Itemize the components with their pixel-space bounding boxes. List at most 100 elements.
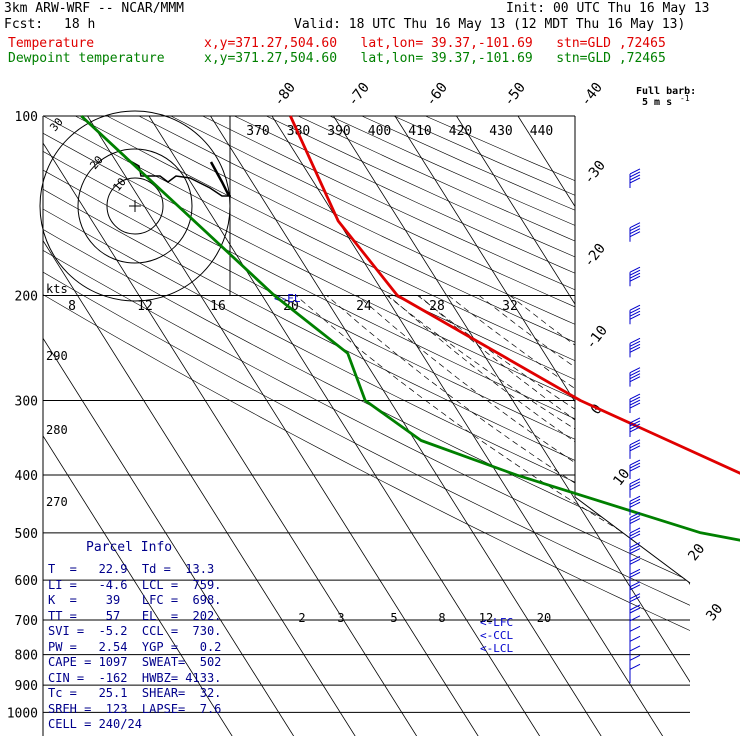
temperature-curve (289, 115, 740, 475)
isotherm-label: -30 (581, 158, 609, 188)
theta-label: 280 (46, 423, 68, 437)
theta-label: 440 (530, 124, 553, 139)
mixing-ratio-label: 8 (68, 299, 76, 314)
dewpoint-legend: Dewpoint temperature (8, 51, 165, 66)
forecast-label: Fcst: (4, 17, 44, 32)
wind-barb (629, 222, 641, 242)
hodograph-ring (39, 110, 231, 302)
hodograph-ring (77, 148, 193, 264)
pressure-label: 700 (15, 614, 38, 629)
isotherm-line (87, 116, 480, 736)
dry-adiabat (297, 116, 690, 736)
wind-barb (629, 459, 641, 480)
wind-barb (629, 542, 641, 562)
hodograph-unit-label: kts (46, 282, 68, 296)
wind-barb (629, 266, 641, 287)
parcel-info-row: SVI = -5.2 CCL = 730. (48, 624, 222, 638)
temperature-location: x,y=371.27,504.60 lat,lon= 39.37,-101.69… (204, 36, 666, 51)
isotherm-label: -20 (581, 241, 609, 271)
dry-adiabat (393, 116, 690, 736)
moist-adiabat (326, 295, 690, 713)
pressure-label: 400 (15, 469, 38, 484)
wind-barb (629, 512, 641, 532)
moist-adiabat (417, 295, 690, 713)
parcel-info-row: CELL = 240/24 (48, 717, 142, 731)
dry-adiabat (43, 116, 690, 736)
wind-barb (629, 439, 641, 459)
hodograph-trace (124, 157, 231, 197)
wind-barb (629, 337, 641, 358)
mixing-ratio-label: 16 (210, 299, 226, 314)
isotherm-line (333, 116, 690, 736)
wind-barb (629, 527, 641, 548)
dry-adiabat (43, 116, 690, 736)
isotherm-line (43, 116, 234, 736)
pressure-label: 800 (15, 649, 38, 664)
isotherm-label: -10 (583, 323, 611, 353)
valid-time: Valid: 18 UTC Thu 16 May 13 (12 MDT Thu … (294, 17, 686, 32)
parcel-info-row: Tc = 25.1 SHEAR= 32. (48, 686, 222, 700)
moist-adiabat (418, 295, 690, 713)
theta-label: 290 (46, 349, 68, 363)
isotherm-line (210, 116, 603, 736)
wind-barb (629, 168, 641, 188)
wind-barb (629, 625, 641, 646)
hodograph-ring-label: 30 (47, 115, 65, 134)
isotherm-label: -40 (578, 80, 606, 110)
full-barb-value: 5 m s (642, 97, 672, 108)
mixing-ratio-label: 12 (137, 299, 153, 314)
mixing-ratio-label: 20 (537, 611, 551, 625)
wind-barb (629, 663, 641, 684)
dry-adiabat (329, 116, 690, 736)
dry-adiabat (425, 116, 690, 736)
wind-barb (629, 635, 641, 656)
parcel-info-row: T = 22.9 Td = 13.3 (48, 562, 215, 576)
temperature-legend: Temperature (8, 36, 95, 51)
isotherm-line (579, 116, 690, 736)
moist-adiabat (388, 295, 690, 713)
pressure-label: 600 (15, 574, 38, 589)
isotherm-line (640, 116, 690, 736)
dry-adiabat (138, 116, 690, 736)
isotherm-label: -60 (423, 80, 451, 110)
isotherm-label: 20 (685, 541, 708, 564)
mixing-ratio-label: 5 (390, 611, 397, 625)
pressure-label: 300 (15, 395, 38, 410)
mixing-ratio-label: 28 (429, 299, 445, 314)
wind-barb (629, 555, 641, 576)
wind-barb (629, 568, 641, 589)
isotherm-line (43, 116, 357, 736)
parcel-level-annotation: <-LFC (480, 616, 513, 629)
isotherm-label: 30 (703, 601, 726, 624)
isotherm-line (394, 116, 690, 736)
wind-barb (629, 367, 641, 387)
wind-barb (629, 478, 641, 498)
pressure-label: 200 (15, 290, 38, 305)
isotherm-label: -80 (271, 80, 299, 110)
parcel-level-annotation: <-LCL (480, 642, 513, 655)
wind-barb (629, 393, 641, 414)
parcel-info-row: PW = 2.54 YGP = 0.2 (48, 639, 222, 654)
parcel-info-row: CIN = -162 HWBZ= 4133. (48, 670, 222, 685)
wind-barb (629, 304, 641, 325)
dry-adiabat (43, 116, 690, 736)
dry-adiabat (361, 116, 690, 736)
parcel-info-title: Parcel Info (86, 540, 173, 555)
pressure-label: 100 (15, 110, 38, 125)
theta-label: 370 (246, 124, 269, 139)
isotherm-line (517, 116, 690, 736)
dry-adiabat (43, 116, 690, 736)
hodograph-trace (209, 161, 231, 197)
isotherm-label: -70 (345, 80, 373, 110)
mixing-ratio-label: 12 (479, 611, 493, 625)
dewpoint-location: x,y=371.27,504.60 lat,lon= 39.37,-101.69… (204, 51, 666, 66)
pressure-label: 1000 (7, 706, 38, 721)
mixing-ratio-label: 3 (337, 611, 344, 625)
forecast-hour: 18 h (64, 17, 96, 32)
wind-barb (629, 604, 641, 624)
init-time: Init: 00 UTC Thu 16 May 13 (506, 1, 710, 16)
isotherm-line (148, 116, 541, 736)
parcel-info-row: LI = -4.6 LCL = 759. (48, 577, 222, 592)
mixing-ratio-label: 32 (502, 299, 518, 314)
